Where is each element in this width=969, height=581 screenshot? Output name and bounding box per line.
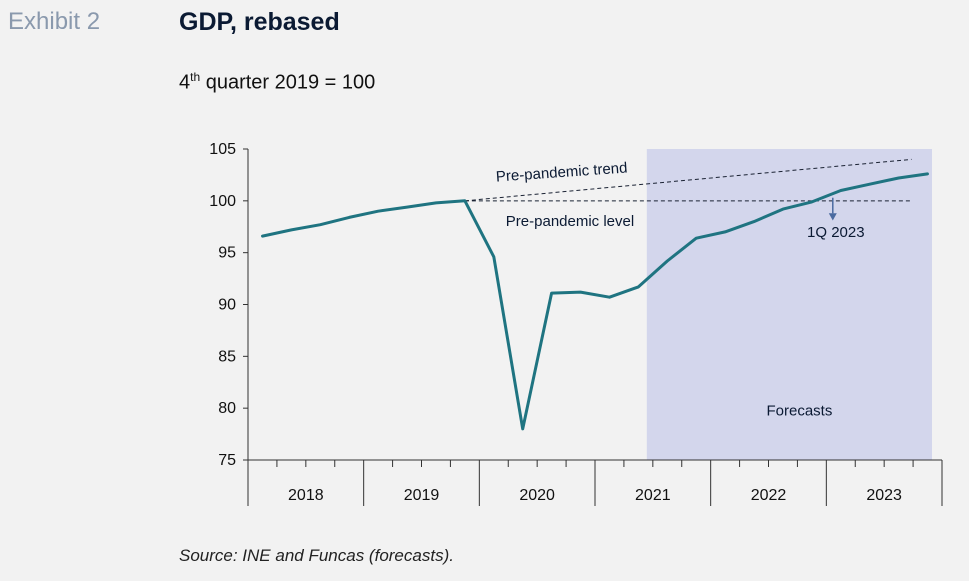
pre-pandemic-trend-label: Pre-pandemic trend bbox=[495, 159, 628, 185]
y-tick-label: 80 bbox=[218, 400, 236, 417]
exhibit-label: Exhibit 2 bbox=[8, 8, 101, 35]
x-axis: 2018 2019 2020 2021 2022 2023 bbox=[247, 459, 943, 506]
y-tick-label: 85 bbox=[218, 348, 236, 365]
forecast-label: Forecasts bbox=[766, 402, 832, 419]
y-tick-label: 90 bbox=[218, 297, 236, 314]
arrow-head bbox=[828, 213, 837, 221]
x-year-label: 2022 bbox=[751, 487, 787, 504]
pre-pandemic-level-label: Pre-pandemic level bbox=[506, 213, 634, 230]
x-year-label: 2020 bbox=[519, 487, 555, 504]
y-tick-label: 105 bbox=[209, 141, 236, 158]
y-tick-label: 95 bbox=[218, 245, 236, 262]
gdp-series-line bbox=[261, 172, 929, 431]
y-tick-label: 75 bbox=[218, 452, 236, 469]
x-year-label: 2018 bbox=[288, 487, 324, 504]
x-year-label: 2019 bbox=[404, 487, 440, 504]
annotation-arrow bbox=[828, 197, 837, 221]
pre-pandemic-trend-line bbox=[464, 158, 912, 202]
annotation-1q-2023: 1Q 2023 bbox=[807, 224, 865, 241]
chart-subtitle: 4th quarter 2019 = 100 bbox=[179, 70, 375, 95]
x-year-label: 2023 bbox=[866, 487, 902, 504]
x-year-label: 2021 bbox=[635, 487, 671, 504]
subtitle-sup: th bbox=[190, 70, 201, 84]
subtitle-rest: quarter 2019 = 100 bbox=[200, 71, 376, 94]
subtitle-base: 4 bbox=[179, 71, 191, 94]
y-axis: 75 80 85 90 95 100 105 bbox=[209, 141, 249, 469]
chart-title: GDP, rebased bbox=[179, 8, 340, 36]
y-tick-label: 100 bbox=[209, 193, 236, 210]
source-note: Source: INE and Funcas (forecasts). bbox=[179, 546, 454, 565]
